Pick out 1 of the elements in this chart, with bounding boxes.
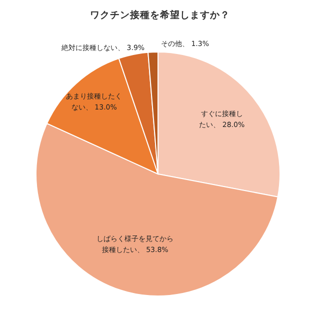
chart-title: ワクチン接種を希望しますか？ bbox=[90, 9, 230, 21]
